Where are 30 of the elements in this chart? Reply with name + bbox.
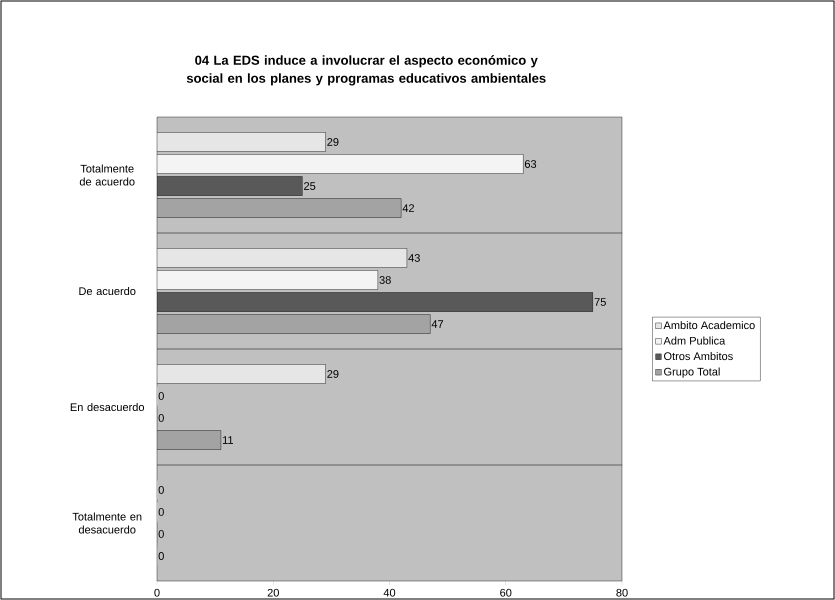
y-tick-label: Totalmente en desacuerdo: [72, 512, 142, 534]
y-tick-label: Totalmente de acuerdo: [80, 164, 135, 186]
data-label: 25: [304, 182, 316, 190]
chart-title: 04 La EDS induce a involucrar el aspecto económico y social en los planes y programas educativos ambientales: [186, 55, 546, 86]
data-label: 47: [432, 320, 444, 328]
data-label: 29: [327, 370, 338, 378]
x-tick-label: 0: [154, 588, 160, 597]
legend-label: Ambito Academico: [664, 321, 755, 330]
data-label: 0: [158, 392, 164, 400]
x-tick-label: 20: [268, 588, 279, 597]
data-label: 0: [158, 486, 164, 494]
data-label: 29: [327, 138, 338, 146]
data-label: 63: [524, 160, 536, 168]
data-label: 11: [222, 436, 234, 444]
data-label: 0: [158, 552, 164, 560]
x-tick-label: 80: [616, 588, 628, 597]
data-label: 0: [158, 508, 164, 516]
legend-label: Otros Ambitos: [664, 352, 733, 360]
data-label: 75: [594, 298, 606, 306]
y-tick-label: De acuerdo: [79, 286, 136, 296]
x-tick-label: 60: [500, 588, 512, 597]
legend-label: Grupo Total: [664, 367, 720, 378]
data-label: 42: [402, 204, 414, 212]
data-label: 0: [158, 414, 164, 422]
data-label: 0: [158, 530, 164, 538]
legend-label: Adm Publica: [664, 336, 726, 345]
y-tick-label: En desacuerdo: [70, 402, 144, 412]
data-label: 38: [380, 276, 391, 284]
data-label: 43: [408, 254, 420, 262]
x-tick-label: 40: [384, 588, 396, 597]
